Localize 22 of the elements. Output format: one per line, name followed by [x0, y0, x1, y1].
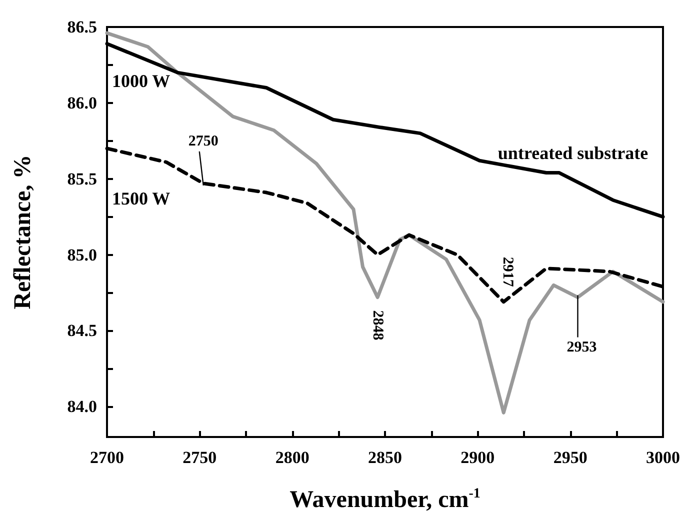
x-tick-label: 2750: [182, 448, 217, 467]
x-tick-label: 2850: [368, 448, 402, 467]
line-series: [105, 31, 665, 414]
y-tick-label: 84.0: [67, 397, 97, 416]
annotation: 2750: [188, 133, 218, 150]
y-tick-label: 86.0: [67, 93, 97, 112]
x-tick-label: 2700: [90, 448, 124, 467]
y-tick-label: 84.5: [67, 321, 97, 340]
y-axis-title: Reflectance, %: [10, 154, 36, 310]
x-tick-label: 2950: [553, 448, 588, 467]
annotation: 2953: [566, 339, 597, 356]
y-tick-label: 86.5: [67, 18, 97, 36]
series-label: 1500 W: [112, 188, 170, 208]
series-label: untreated substrate: [498, 142, 648, 163]
annotation: 2848: [370, 310, 386, 340]
y-tick-label: 85.0: [67, 245, 97, 264]
series-label: 1000 W: [112, 71, 170, 92]
annotation: 2917: [500, 256, 516, 288]
x-tick-label: 3000: [646, 448, 680, 467]
y-tick-label: 85.5: [67, 169, 97, 188]
x-tick-label: 2800: [275, 448, 310, 467]
x-tick-label: 2900: [460, 448, 495, 467]
